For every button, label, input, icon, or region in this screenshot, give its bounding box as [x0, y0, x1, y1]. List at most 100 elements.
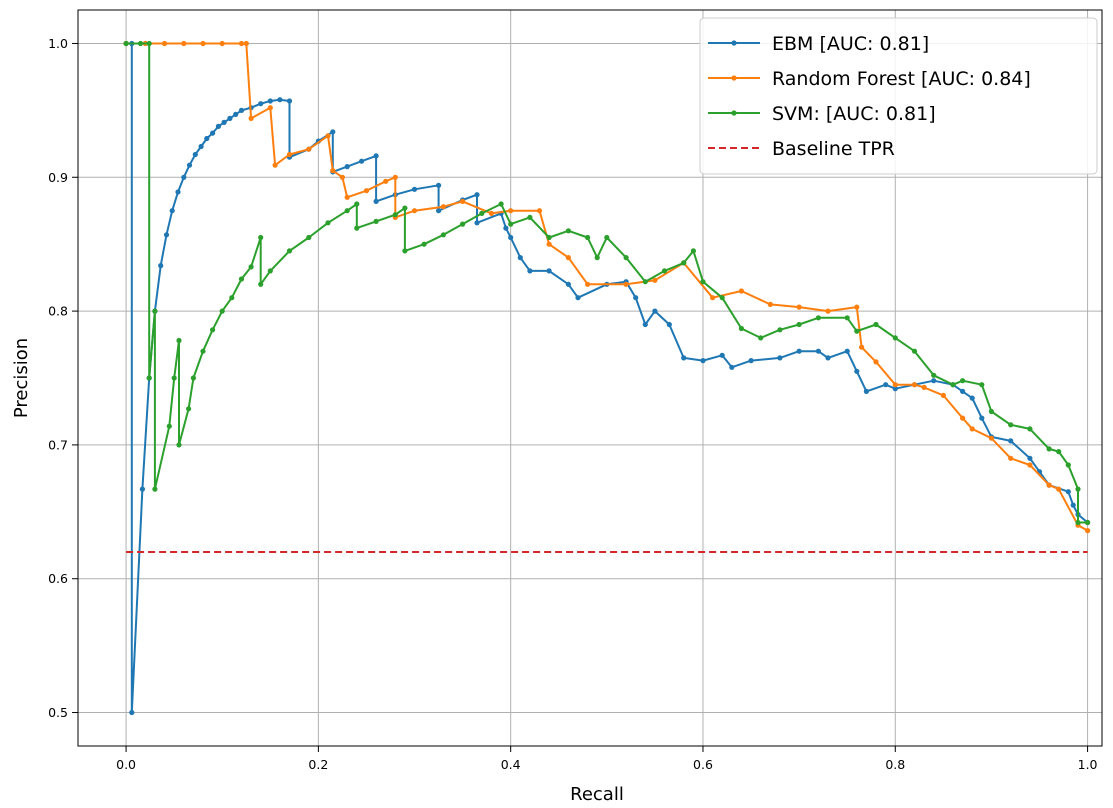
data-point [979, 415, 985, 421]
legend: EBM [AUC: 0.81] Random Forest [AUC: 0.84]… [699, 17, 1098, 175]
data-point [642, 279, 648, 285]
y-tick-label: 1.0 [48, 36, 68, 51]
data-point [666, 321, 672, 328]
data-point [873, 359, 879, 365]
data-point [163, 232, 170, 238]
data-point [325, 220, 331, 226]
data-point [227, 115, 233, 121]
data-point [152, 486, 158, 492]
data-point [267, 98, 273, 104]
data-point [623, 281, 629, 287]
data-point [479, 210, 485, 216]
data-point [1027, 426, 1033, 432]
data-point [440, 204, 446, 210]
data-point [474, 220, 480, 226]
data-point [960, 378, 966, 384]
data-point [229, 295, 235, 301]
data-point [392, 212, 398, 218]
x-tick-label: 1.0 [1078, 757, 1098, 772]
legend-marker [731, 75, 737, 81]
data-point [1008, 455, 1014, 461]
data-point [517, 255, 523, 261]
data-point [272, 162, 278, 168]
data-point [392, 174, 398, 180]
data-point [960, 388, 966, 394]
data-point [546, 241, 552, 247]
legend-label: EBM [AUC: 0.81] [772, 33, 929, 55]
y-tick-label: 0.5 [48, 705, 68, 720]
data-point [748, 358, 754, 364]
legend-label: SVM: [AUC: 0.81] [772, 103, 936, 125]
data-point [158, 263, 164, 269]
data-point [258, 234, 264, 241]
data-point [267, 105, 273, 111]
data-point [137, 40, 144, 47]
data-point [911, 382, 918, 388]
plot-frame [77, 9, 1103, 747]
data-point [758, 335, 764, 341]
data-point [777, 355, 783, 361]
data-point [1046, 446, 1052, 452]
data-point [1065, 462, 1071, 468]
data-point [1008, 422, 1014, 428]
data-point [892, 382, 898, 388]
data-point [460, 198, 466, 204]
y-axis: 0.5 0.6 0.7 0.8 0.9 1.0 [48, 36, 78, 720]
data-point [129, 709, 135, 716]
data-point [383, 178, 389, 184]
data-point [411, 186, 418, 192]
data-point [1056, 449, 1062, 455]
data-point [1056, 486, 1062, 492]
data-point [354, 225, 360, 231]
data-point [440, 232, 446, 238]
data-point [719, 295, 725, 301]
data-point [508, 234, 514, 241]
data-point [238, 107, 245, 113]
data-point [330, 129, 336, 135]
data-point [931, 378, 937, 384]
data-point [1085, 528, 1091, 534]
legend-marker [731, 110, 737, 116]
data-point [859, 344, 865, 350]
data-point [565, 255, 572, 261]
data-point [277, 97, 283, 103]
data-point [436, 182, 442, 188]
y-axis-title: Precision [11, 338, 32, 418]
data-point [661, 268, 668, 274]
data-point [988, 408, 995, 415]
data-point [988, 435, 995, 441]
x-tick-label: 0.4 [501, 757, 521, 772]
data-point [306, 146, 312, 152]
data-point [738, 325, 745, 332]
data-point [1075, 486, 1081, 492]
data-point [200, 40, 206, 47]
data-point [286, 151, 293, 158]
data-point [503, 225, 509, 231]
data-point [238, 40, 245, 47]
data-point [186, 162, 193, 168]
data-point [536, 208, 543, 214]
data-point [210, 327, 216, 333]
data-point [171, 375, 177, 381]
data-point [844, 315, 850, 321]
data-point [248, 115, 254, 121]
data-point [198, 143, 204, 150]
series-line [126, 42, 1089, 532]
data-point [498, 201, 504, 207]
data-point [796, 348, 802, 354]
data-point [738, 288, 745, 294]
data-point [286, 248, 293, 254]
data-point [344, 164, 350, 170]
data-point [152, 308, 158, 314]
data-point [585, 234, 591, 241]
x-tick-label: 0.8 [885, 757, 905, 772]
data-point [681, 260, 687, 266]
data-point [169, 208, 175, 214]
data-point [175, 189, 181, 195]
data-point [1046, 482, 1052, 488]
x-tick-label: 0.6 [693, 757, 713, 772]
data-point [354, 201, 360, 207]
data-point [565, 281, 572, 287]
legend-marker [731, 40, 737, 46]
